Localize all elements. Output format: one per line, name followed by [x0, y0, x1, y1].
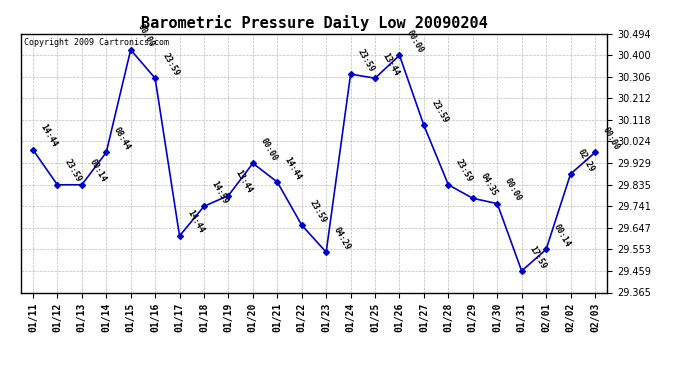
Text: 14:44: 14:44: [39, 123, 59, 149]
Text: 13:44: 13:44: [234, 169, 255, 195]
Text: 04:29: 04:29: [332, 225, 352, 251]
Text: 04:35: 04:35: [478, 171, 499, 198]
Text: 13:44: 13:44: [381, 51, 401, 77]
Text: 14:59: 14:59: [210, 179, 230, 206]
Text: 00:00: 00:00: [259, 136, 279, 162]
Text: 23:59: 23:59: [356, 47, 377, 73]
Text: 00:14: 00:14: [88, 158, 108, 184]
Text: 23:59: 23:59: [307, 198, 328, 224]
Text: 00:00: 00:00: [600, 126, 621, 152]
Title: Barometric Pressure Daily Low 20090204: Barometric Pressure Daily Low 20090204: [141, 15, 487, 31]
Text: 23:59: 23:59: [161, 51, 181, 77]
Text: 08:44: 08:44: [112, 126, 132, 152]
Text: 00:00: 00:00: [503, 177, 523, 203]
Text: 23:59: 23:59: [454, 158, 474, 184]
Text: 14:44: 14:44: [185, 209, 206, 235]
Text: 00:00: 00:00: [136, 23, 157, 49]
Text: 00:14: 00:14: [552, 222, 572, 249]
Text: 23:59: 23:59: [429, 99, 450, 124]
Text: 14:44: 14:44: [283, 155, 303, 181]
Text: 17:59: 17:59: [527, 244, 548, 270]
Text: Copyright 2009 Cartronics.com: Copyright 2009 Cartronics.com: [23, 38, 168, 46]
Text: 00:00: 00:00: [405, 28, 425, 54]
Text: 23:59: 23:59: [63, 158, 83, 184]
Text: 02:29: 02:29: [576, 147, 596, 173]
